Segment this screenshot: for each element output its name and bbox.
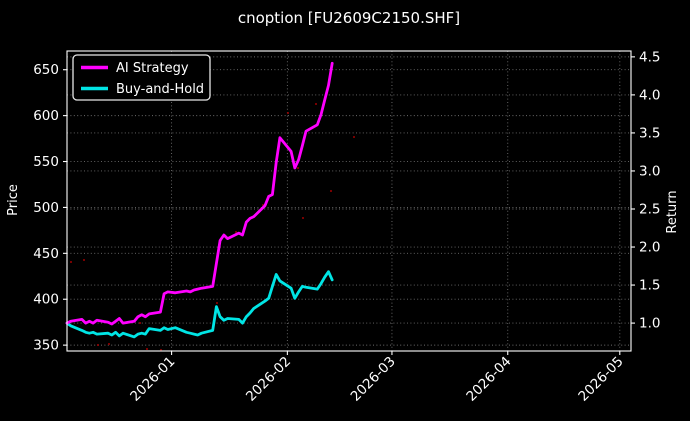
tick-label-date-2026-03: 2026-03 [348, 354, 399, 405]
noise-dot-11 [297, 167, 299, 169]
tick-label-price-500: 500 [33, 200, 59, 216]
tick-label-price-600: 600 [33, 108, 59, 124]
noise-dot-2 [97, 344, 99, 346]
noise-dot-4 [139, 322, 141, 324]
tick-label-price-400: 400 [33, 292, 59, 308]
tick-label-date-2026-02: 2026-02 [243, 354, 294, 405]
series-line-buy-and-hold [65, 270, 334, 339]
tick-label-return-2.5: 2.5 [639, 201, 660, 217]
noise-dot-0 [70, 261, 72, 263]
noise-dot-13 [315, 103, 317, 105]
tick-label-price-550: 550 [33, 154, 59, 170]
tick-label-return-4.0: 4.0 [639, 87, 660, 103]
noise-dot-9 [262, 204, 264, 206]
tick-label-price-350: 350 [33, 338, 59, 354]
legend-label-1: Buy-and-Hold [116, 82, 204, 97]
tick-label-date-2026-01: 2026-01 [127, 354, 178, 405]
tick-label-return-3.5: 3.5 [639, 125, 660, 141]
noise-dot-8 [235, 231, 237, 233]
tick-label-date-2026-05: 2026-05 [575, 354, 626, 405]
tick-label-price-450: 450 [33, 246, 59, 262]
noise-dot-10 [287, 112, 289, 114]
noise-dot-14 [330, 190, 332, 192]
tick-label-return-2.0: 2.0 [639, 240, 660, 256]
tick-label-price-650: 650 [33, 62, 59, 78]
noise-dot-6 [160, 349, 162, 351]
tick-label-return-1.0: 1.0 [639, 316, 660, 332]
tick-label-return-4.5: 4.5 [639, 49, 660, 65]
noise-dot-1 [83, 259, 85, 261]
noise-dot-5 [146, 348, 148, 350]
tick-label-return-1.5: 1.5 [639, 278, 660, 294]
noise-dot-15 [353, 136, 355, 138]
noise-dot-3 [108, 343, 110, 345]
tick-label-date-2026-04: 2026-04 [463, 354, 514, 405]
series-line-ai-strategy [65, 61, 334, 326]
noise-dot-12 [302, 217, 304, 219]
plot-border [66, 50, 632, 352]
tick-label-return-3.0: 3.0 [639, 163, 660, 179]
chart-title: cnoption [FU2609C2150.SHF] [237, 9, 461, 27]
noise-dot-7 [216, 302, 218, 304]
legend-label-0: AI Strategy [116, 61, 189, 76]
